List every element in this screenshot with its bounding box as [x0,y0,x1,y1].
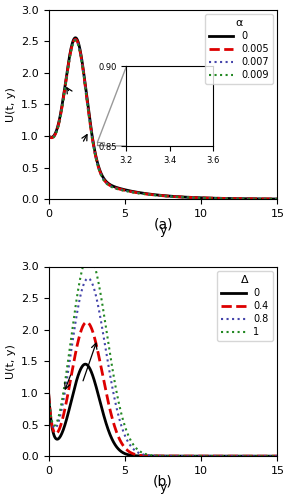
Title: (a): (a) [153,218,173,232]
Y-axis label: U(t, y): U(t, y) [6,344,16,379]
Legend: 0, 0.4, 0.8, 1: 0, 0.4, 0.8, 1 [218,272,273,341]
X-axis label: y: y [159,482,167,494]
Y-axis label: U(t, y): U(t, y) [6,87,16,122]
Bar [97,142,104,146]
X-axis label: y: y [159,224,167,237]
Legend: 0, 0.005, 0.007, 0.009: 0, 0.005, 0.007, 0.009 [205,14,273,84]
Title: (b): (b) [153,475,173,489]
